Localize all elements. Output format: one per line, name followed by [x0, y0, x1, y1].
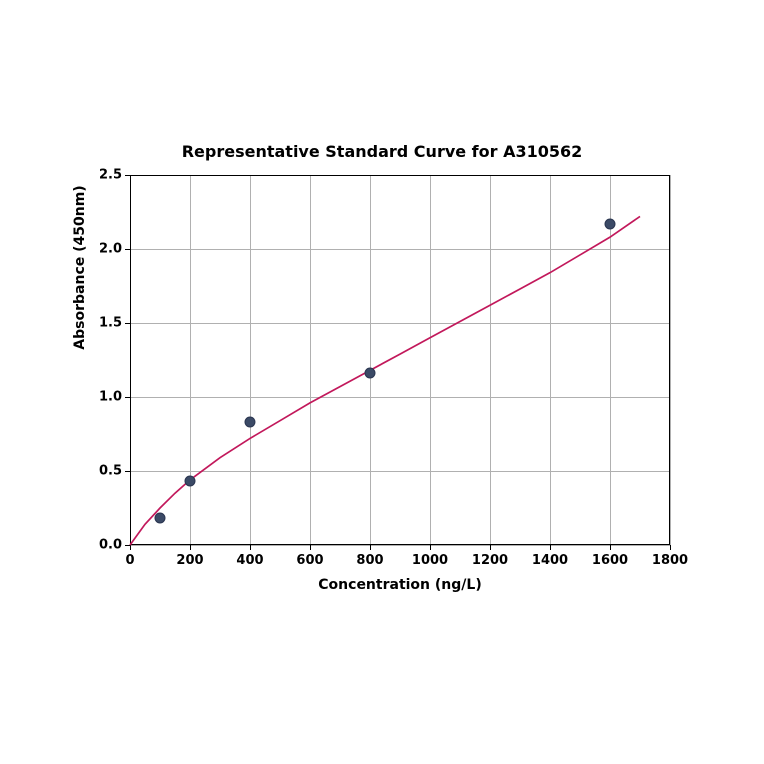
data-point: [605, 218, 616, 229]
fit-curve: [0, 0, 764, 764]
data-point: [155, 513, 166, 524]
chart-container: Representative Standard Curve for A31056…: [0, 0, 764, 764]
data-point: [185, 476, 196, 487]
data-point: [245, 417, 256, 428]
data-point: [365, 368, 376, 379]
